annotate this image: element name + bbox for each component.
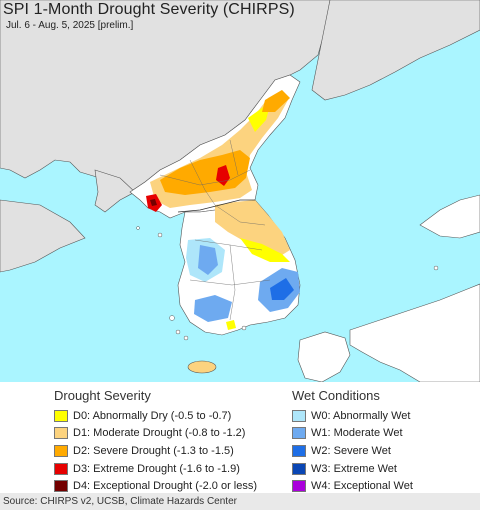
legend-label-w4: W4: Exceptional Wet: [311, 480, 413, 493]
legend-label-w1: W1: Moderate Wet: [311, 427, 403, 440]
wet-legend: Wet Conditions W0: Abnormally Wet W1: Mo…: [292, 388, 413, 495]
legend-label-w2: W2: Severe Wet: [311, 444, 391, 457]
swatch-d0: [54, 409, 68, 422]
d2-region-north: [160, 150, 250, 195]
legend-item-w4: W4: Exceptional Wet: [292, 477, 413, 495]
dmz-border: [177, 199, 255, 213]
swatch-w2: [292, 444, 306, 457]
legend-item-w1: W1: Moderate Wet: [292, 425, 413, 443]
legend-label-d1: D1: Moderate Drought (-0.8 to -1.2): [73, 427, 246, 440]
swatch-w3: [292, 462, 306, 475]
japan-north-coast: [419, 194, 480, 239]
swatch-d1: [54, 427, 68, 440]
drought-legend-title: Drought Severity: [54, 388, 151, 403]
w1-region-south-west: [198, 245, 218, 275]
drought-map: [0, 0, 480, 382]
legend-label-d4: D4: Exceptional Drought (-2.0 or less): [73, 480, 258, 493]
japan-honshu: [349, 283, 480, 382]
d2-region-north-coast: [262, 90, 290, 112]
swatch-d2: [54, 444, 68, 457]
legend-item-d4: D4: Exceptional Drought (-2.0 or less): [54, 477, 257, 495]
jeju-island: [187, 360, 217, 374]
province-boundaries: [159, 139, 271, 321]
legend-item-d1: D1: Moderate Drought (-0.8 to -1.2): [54, 425, 257, 443]
legend-item-d2: D2: Severe Drought (-1.3 to -1.5): [54, 442, 257, 460]
liaodong-peninsula: [94, 169, 136, 213]
legend-label-d0: D0: Abnormally Dry (-0.5 to -0.7): [73, 409, 232, 422]
swatch-w1: [292, 427, 306, 440]
d0-region-islands: [226, 320, 236, 330]
legend-item-w2: W2: Severe Wet: [292, 442, 413, 460]
map-title: SPI 1-Month Drought Severity (CHIRPS): [3, 1, 295, 18]
map-subtitle: Jul. 6 - Aug. 5, 2025 [prelim.]: [6, 20, 134, 31]
swatch-w0: [292, 409, 306, 422]
drought-legend: Drought Severity D0: Abnormally Dry (-0.…: [54, 388, 257, 495]
legend-label-d3: D3: Extreme Drought (-1.6 to -1.9): [73, 462, 240, 475]
source-footer: Source: CHIRPS v2, UCSB, Climate Hazards…: [0, 493, 480, 510]
small-islands: [136, 226, 439, 341]
russia-landmass: [311, 0, 480, 101]
legend-item-d3: D3: Extreme Drought (-1.6 to -1.9): [54, 460, 257, 478]
legend-label-w3: W3: Extreme Wet: [311, 462, 397, 475]
legend-label-w0: W0: Abnormally Wet: [311, 409, 411, 422]
d0-region-south: [240, 238, 290, 262]
wet-legend-title: Wet Conditions: [292, 388, 380, 403]
w2-region-south-east: [270, 278, 294, 300]
swatch-d3: [54, 462, 68, 475]
swatch-d4: [54, 480, 68, 493]
source-text: Source: CHIRPS v2, UCSB, Climate Hazards…: [3, 496, 237, 507]
d1-region-south: [215, 200, 290, 255]
shandong-peninsula: [0, 199, 86, 273]
swatch-w4: [292, 480, 306, 493]
legend-label-d2: D2: Severe Drought (-1.3 to -1.5): [73, 444, 234, 457]
japan-kyushu: [297, 331, 351, 382]
legend-item-w0: W0: Abnormally Wet: [292, 407, 413, 425]
legend-item-d0: D0: Abnormally Dry (-0.5 to -0.7): [54, 407, 257, 425]
d4-region-west-coast: [150, 199, 157, 206]
w1-region-south-coast: [194, 295, 232, 322]
legend-item-w3: W3: Extreme Wet: [292, 460, 413, 478]
